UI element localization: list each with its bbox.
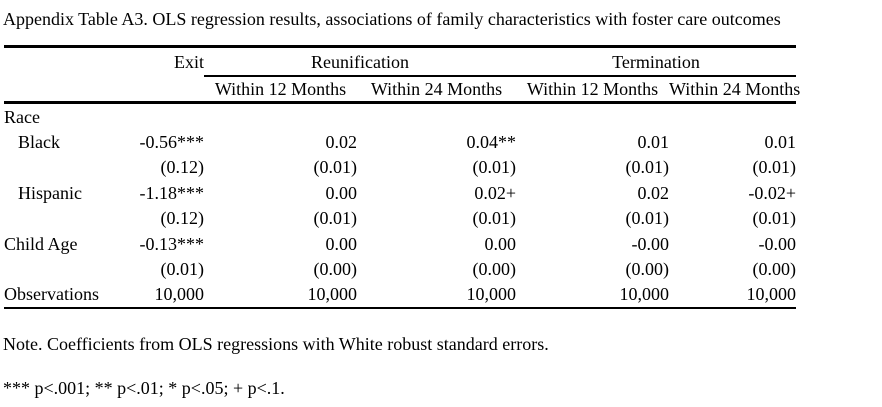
- row-label: Child Age: [4, 233, 78, 254]
- page-title: Appendix Table A3. OLS regression result…: [3, 9, 781, 29]
- row-label: Race: [4, 106, 40, 127]
- cell-reunification-12mo: (0.00): [313, 259, 358, 280]
- cell-termination-12mo: [516, 103, 669, 130]
- cell-termination-12mo: (0.00): [625, 259, 670, 280]
- row-label: [4, 155, 124, 180]
- cell-reunification-12mo: 10,000: [204, 281, 357, 310]
- row-race-section: Race: [4, 103, 796, 130]
- cell-reunification-12mo: 0.00: [325, 233, 358, 254]
- row-hispanic: Hispanic -1.18*** 0.00 0.02+ 0.02 -0.02+: [4, 180, 796, 205]
- row-observations: Observations 10,000 10,000 10,000 10,000…: [4, 281, 797, 310]
- cell-termination-24mo: (0.00): [752, 259, 797, 280]
- cell-termination-24mo: (0.01): [752, 208, 797, 229]
- cell-reunification-24mo: [357, 103, 516, 130]
- sub-header-reunification-12mo: Within 12 Months: [204, 76, 357, 104]
- cell-termination-24mo: -0.00: [758, 233, 797, 254]
- cell-exit: -1.18***: [139, 182, 205, 203]
- cell-reunification-24mo: (0.00): [472, 259, 517, 280]
- sub-header-termination-24mo: Within 24 Months: [669, 76, 800, 104]
- cell-exit: (0.12): [160, 157, 205, 178]
- cell-exit: (0.12): [160, 208, 205, 229]
- cell-termination-24mo: [669, 103, 796, 130]
- corner-cell: [4, 47, 124, 77]
- cell-reunification-24mo: 0.00: [484, 233, 517, 254]
- cell-exit: [124, 103, 204, 130]
- cell-reunification-12mo: (0.01): [313, 208, 358, 229]
- cell-termination-12mo: 0.01: [637, 132, 670, 153]
- cell-termination-24mo: 10,000: [669, 281, 797, 310]
- table-note: Note. Coefficients from OLS regressions …: [3, 334, 549, 355]
- sub-header-row: Within 12 Months Within 24 Months Within…: [4, 76, 800, 104]
- cell-termination-24mo: -0.02+: [748, 182, 797, 203]
- col-group-reunification: Reunification: [204, 46, 517, 77]
- row-hispanic-se: (0.12) (0.01) (0.01) (0.01) (0.01): [4, 206, 797, 231]
- cell-termination-12mo: (0.01): [625, 157, 670, 178]
- cell-reunification-12mo: 0.00: [325, 182, 358, 203]
- row-child-age-se: (0.01) (0.00) (0.00) (0.00) (0.00): [4, 256, 797, 281]
- cell-reunification-12mo: [204, 103, 357, 130]
- row-black: Black -0.56*** 0.02 0.04** 0.01 0.01: [4, 129, 796, 154]
- row-black-se: (0.12) (0.01) (0.01) (0.01) (0.01): [4, 155, 797, 180]
- cell-exit: (0.01): [160, 259, 205, 280]
- significance-legend: *** p<.001; ** p<.01; * p<.05; + p<.1.: [3, 378, 285, 399]
- row-label: [4, 256, 124, 281]
- cell-reunification-24mo: 10,000: [357, 281, 517, 310]
- column-group-row: Exit Reunification Termination: [4, 46, 797, 77]
- corner-cell: [124, 76, 204, 104]
- row-label: Observations: [4, 281, 124, 310]
- row-label: Black: [18, 132, 60, 153]
- cell-termination-12mo: (0.01): [625, 208, 670, 229]
- cell-reunification-12mo: 0.02: [325, 132, 358, 153]
- regression-table: Exit Reunification Termination Within 12…: [4, 45, 800, 310]
- cell-reunification-24mo: (0.01): [472, 208, 517, 229]
- cell-termination-24mo: 0.01: [764, 132, 797, 153]
- corner-cell: [4, 76, 124, 104]
- cell-exit: 10,000: [124, 281, 204, 310]
- row-label: [4, 206, 124, 231]
- cell-exit: -0.56***: [139, 132, 205, 153]
- cell-reunification-12mo: (0.01): [313, 157, 358, 178]
- cell-exit: -0.13***: [139, 233, 205, 254]
- cell-reunification-24mo: (0.01): [472, 157, 517, 178]
- row-label: Hispanic: [18, 182, 82, 203]
- cell-reunification-24mo: 0.04**: [466, 132, 517, 153]
- cell-reunification-24mo: 0.02+: [474, 182, 517, 203]
- cell-termination-12mo: -0.00: [631, 233, 670, 254]
- cell-termination-12mo: 0.02: [637, 182, 670, 203]
- sub-header-termination-12mo: Within 12 Months: [516, 76, 670, 104]
- cell-termination-12mo: 10,000: [516, 281, 670, 310]
- col-group-termination: Termination: [516, 46, 797, 77]
- sub-header-reunification-24mo: Within 24 Months: [357, 76, 517, 104]
- col-group-exit: Exit: [174, 52, 204, 72]
- cell-termination-24mo: (0.01): [752, 157, 797, 178]
- row-child-age: Child Age -0.13*** 0.00 0.00 -0.00 -0.00: [4, 231, 796, 256]
